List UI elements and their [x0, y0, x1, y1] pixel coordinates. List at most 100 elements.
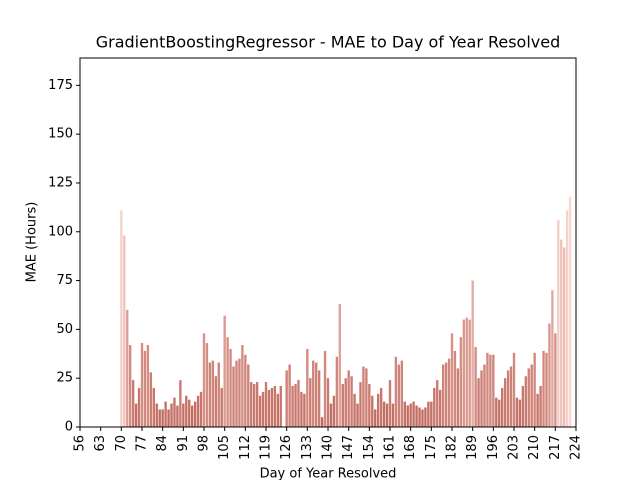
- bar: [347, 370, 350, 427]
- bar: [388, 380, 392, 427]
- bar: [137, 387, 141, 427]
- bar: [143, 350, 147, 427]
- bar: [536, 393, 539, 427]
- bar: [400, 360, 403, 427]
- x-tick-label: 161: [383, 435, 398, 460]
- bar: [315, 362, 318, 427]
- bar: [285, 370, 288, 427]
- bar: [205, 343, 209, 427]
- bar: [158, 409, 161, 427]
- bar: [303, 393, 306, 427]
- bar: [335, 356, 339, 427]
- bar: [545, 352, 548, 427]
- bar: [483, 364, 486, 427]
- bar: [223, 315, 226, 427]
- bar: [512, 352, 516, 427]
- bar: [518, 399, 522, 427]
- bar: [568, 196, 572, 427]
- x-tick-label: 189: [465, 435, 480, 460]
- bar: [320, 417, 324, 427]
- chart-title: GradientBoostingRegressor - MAE to Day o…: [96, 33, 561, 52]
- bar: [495, 397, 498, 427]
- bar: [226, 337, 229, 427]
- bar: [489, 354, 492, 427]
- x-tick-label: 56: [73, 435, 88, 452]
- x-tick-label: 168: [403, 435, 418, 460]
- x-tick-label: 140: [321, 435, 336, 460]
- x-tick-label: 196: [486, 435, 501, 460]
- bar: [365, 368, 368, 427]
- bar: [441, 364, 445, 427]
- bar: [288, 364, 291, 427]
- bar: [530, 364, 533, 427]
- bar: [341, 384, 344, 427]
- bar: [554, 333, 557, 427]
- bar: [188, 399, 191, 427]
- bar: [329, 403, 333, 427]
- x-tick-label: 91: [176, 435, 191, 452]
- x-tick-label: 63: [93, 435, 108, 452]
- bar: [196, 395, 200, 427]
- bar: [140, 343, 144, 427]
- y-tick-label: 0: [65, 420, 73, 435]
- bar: [217, 362, 220, 427]
- bar: [394, 356, 398, 427]
- bar: [430, 401, 433, 427]
- x-tick-label: 154: [362, 435, 377, 460]
- bar: [509, 366, 513, 427]
- bar: [412, 401, 415, 427]
- bar: [326, 378, 330, 427]
- bar: [456, 368, 460, 427]
- bar: [521, 386, 525, 427]
- y-tick-label: 25: [56, 371, 73, 386]
- bar: [238, 358, 241, 427]
- x-tick-label: 217: [548, 435, 563, 460]
- bar: [379, 387, 383, 427]
- bar: [459, 337, 463, 427]
- bar: [317, 370, 321, 427]
- bar: [359, 382, 362, 427]
- bar: [134, 403, 138, 427]
- bar: [486, 352, 489, 427]
- bar: [297, 380, 300, 427]
- bar: [152, 387, 155, 427]
- bar: [253, 384, 256, 427]
- x-tick-label: 70: [114, 435, 129, 452]
- bar: [273, 386, 277, 427]
- bar: [406, 405, 409, 427]
- y-tick-label: 75: [56, 273, 73, 288]
- bar: [515, 397, 519, 427]
- bar: [548, 323, 551, 427]
- bar: [120, 210, 123, 427]
- x-tick-label: 112: [238, 435, 253, 460]
- bar: [191, 405, 194, 427]
- y-tick-label: 125: [48, 175, 73, 190]
- bar: [542, 350, 545, 427]
- bar: [235, 360, 238, 427]
- bar: [565, 210, 569, 427]
- bar: [179, 380, 182, 427]
- bar: [468, 319, 471, 427]
- bar: [279, 386, 282, 427]
- bar: [323, 350, 327, 427]
- bar: [241, 345, 244, 427]
- bar: [418, 407, 421, 427]
- bar: [338, 304, 341, 427]
- bar: [164, 401, 167, 427]
- y-tick-label: 150: [48, 127, 73, 142]
- bar: [350, 376, 353, 427]
- bar: [374, 409, 377, 427]
- y-tick-label: 175: [48, 78, 73, 93]
- bar: [506, 370, 510, 427]
- bar: [208, 362, 212, 427]
- bar: [462, 319, 465, 427]
- bar: [477, 378, 480, 427]
- bar: [173, 397, 176, 427]
- bar: [167, 409, 170, 427]
- bar: [421, 409, 424, 427]
- bar: [471, 280, 474, 427]
- bar: [306, 348, 309, 427]
- bar: [214, 376, 217, 427]
- bar: [161, 409, 164, 427]
- bar: [560, 239, 563, 427]
